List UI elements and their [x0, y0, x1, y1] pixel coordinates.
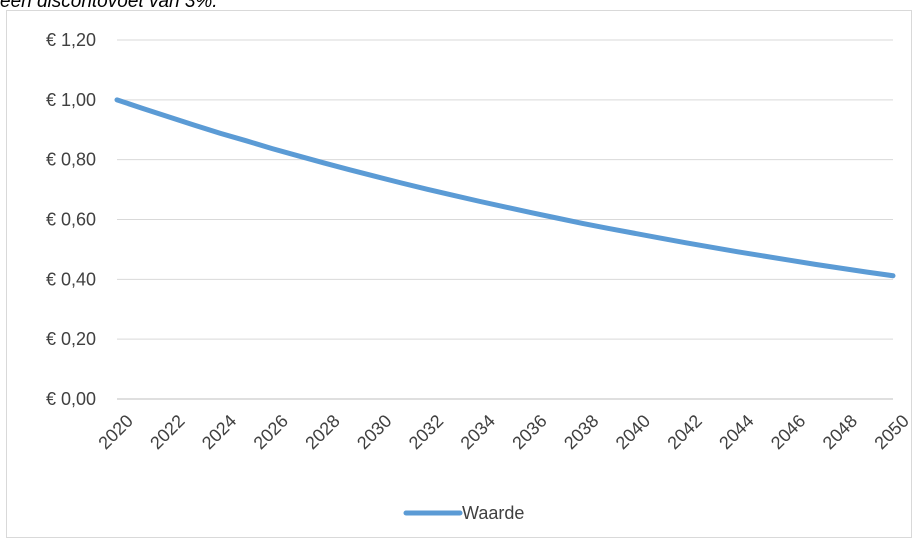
x-tick-label: 2028	[301, 411, 343, 453]
y-tick-label: € 0,00	[46, 389, 96, 409]
y-tick-label: € 1,20	[46, 30, 96, 50]
x-tick-label: 2036	[508, 411, 550, 453]
x-tick-label: 2048	[819, 411, 861, 453]
chart-caption: een discontovoet van 3%.	[0, 0, 218, 12]
y-tick-label: € 0,60	[46, 210, 96, 230]
x-tick-label: 2026	[250, 411, 292, 453]
x-tick-label: 2042	[663, 411, 705, 453]
x-tick-label: 2032	[405, 411, 447, 453]
x-tick-label: 2050	[870, 411, 912, 453]
y-tick-label: € 0,20	[46, 329, 96, 349]
x-tick-label: 2046	[767, 411, 809, 453]
y-tick-label: € 0,40	[46, 269, 96, 289]
x-tick-label: 2022	[146, 411, 188, 453]
x-tick-label: 2044	[715, 411, 757, 453]
y-tick-label: € 1,00	[46, 90, 96, 110]
x-tick-label: 2020	[94, 411, 136, 453]
x-tick-label: 2038	[560, 411, 602, 453]
x-tick-label: 2030	[353, 411, 395, 453]
x-tick-label: 2040	[612, 411, 654, 453]
series-line-waarde	[114, 97, 896, 279]
chart-area	[6, 10, 912, 538]
y-tick-label: € 0,80	[46, 150, 96, 170]
legend-label: Waarde	[462, 503, 524, 523]
x-tick-label: 2024	[198, 411, 240, 453]
x-tick-label: 2034	[457, 411, 499, 453]
